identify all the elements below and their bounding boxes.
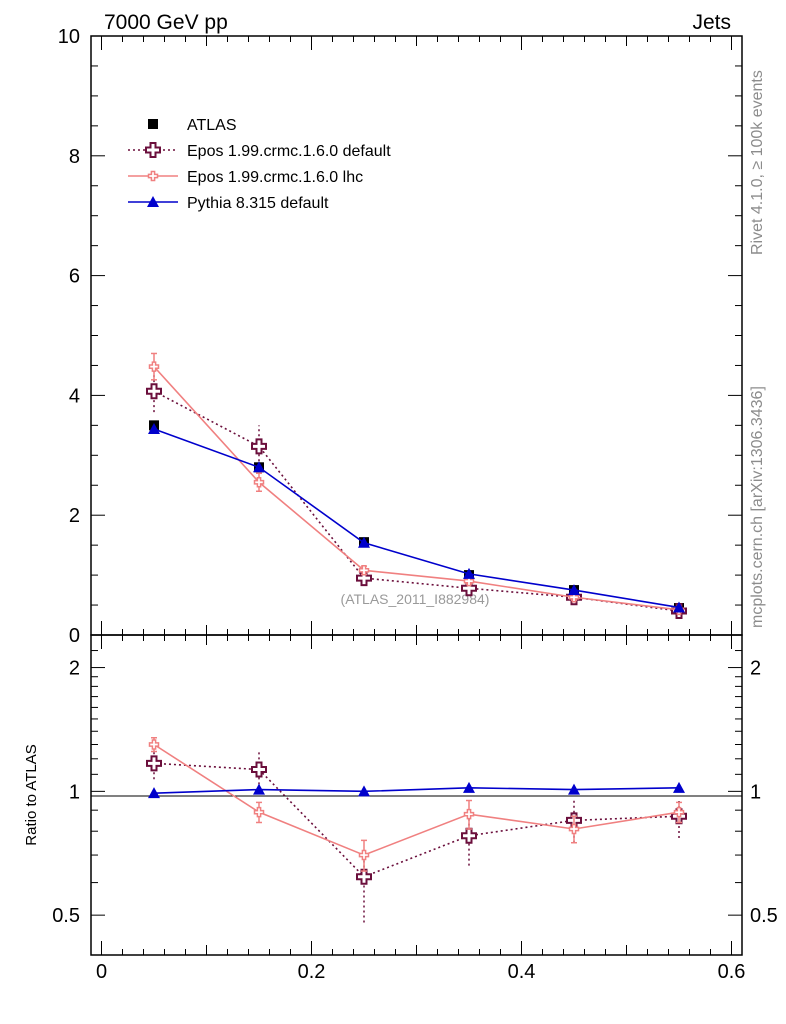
main-triangle-point xyxy=(673,601,685,613)
ratio-small-cross-line xyxy=(153,743,680,856)
ratio-small-cross-point xyxy=(463,808,475,820)
legend: ATLAS Epos 1.99.crmc.1.6.0 default Epos … xyxy=(128,117,391,212)
main-ytick-label: 4 xyxy=(69,385,80,407)
main-ytick-label: 8 xyxy=(69,146,80,168)
main-triangle-point xyxy=(463,567,475,579)
ratio-small-cross-point xyxy=(358,849,370,861)
legend-label-atlas: ATLAS xyxy=(187,117,237,134)
ratio-triangle-point xyxy=(463,781,475,793)
xtick-label: 0.6 xyxy=(718,961,746,983)
ratio-open-cross-point xyxy=(461,827,477,844)
main-small-cross-point xyxy=(148,361,160,372)
ratio-ylabel: Ratio to ATLAS xyxy=(23,744,40,845)
ratio-ytick-label-right: 2 xyxy=(750,658,761,680)
ratio-triangle-point xyxy=(253,783,265,795)
xtick-label: 0 xyxy=(96,961,107,983)
main-small-cross-point xyxy=(358,565,370,576)
ratio-ytick-label: 0.5 xyxy=(52,905,80,927)
header-left: 7000 GeV pp xyxy=(104,11,228,34)
main-small-cross-line xyxy=(153,366,680,611)
ratio-triangle-point xyxy=(568,783,580,795)
main-series xyxy=(146,352,687,620)
xtick-label: 0.4 xyxy=(508,961,536,983)
legend-marker xyxy=(148,119,158,129)
legend-label-pythia: Pythia 8.315 default xyxy=(187,195,329,212)
ratio-open-cross-point xyxy=(146,755,162,772)
main-triangle-point xyxy=(148,422,160,434)
axis-tick-labels: 0 2 4 6 8 10 0 0.2 0.4 0.6 0.5 0.5 1 1 2 2 xyxy=(52,26,778,983)
main-small-cross-point xyxy=(463,575,475,587)
ratio-triangle-point xyxy=(673,781,685,793)
main-open-cross-point xyxy=(146,383,162,400)
main-small-cross-point xyxy=(253,477,265,488)
ratio-triangle-point xyxy=(358,785,370,797)
ratio-open-cross-point xyxy=(356,868,372,885)
legend-marker xyxy=(147,196,159,207)
main-triangle-point xyxy=(253,461,265,473)
ratio-ytick-label: 2 xyxy=(69,658,80,680)
main-ytick-label: 10 xyxy=(58,26,80,48)
legend-marker xyxy=(145,142,161,158)
legend-markers xyxy=(128,119,178,207)
analysis-watermark: (ATLAS_2011_I882984) xyxy=(341,591,490,607)
legend-label-epos-default: Epos 1.99.crmc.1.6.0 default xyxy=(187,143,391,160)
main-triangle-point xyxy=(358,536,370,548)
ratio-ytick-label-right: 1 xyxy=(750,781,761,803)
ratio-ytick-label-right: 0.5 xyxy=(750,905,778,927)
ratio-panel-frame xyxy=(90,634,743,956)
ratio-open-cross-line xyxy=(153,762,680,878)
axis-ticks xyxy=(91,35,742,955)
ratio-small-cross-point xyxy=(148,739,160,750)
ratio-open-cross-point xyxy=(251,761,267,778)
ratio-triangle-point xyxy=(148,787,160,799)
main-open-cross-point xyxy=(251,438,267,455)
main-triangle-line xyxy=(153,428,680,609)
main-ytick-label: 0 xyxy=(69,625,80,647)
legend-label-epos-lhc: Epos 1.99.crmc.1.6.0 lhc xyxy=(187,169,363,186)
main-triangle-point xyxy=(568,584,580,596)
header-right: Jets xyxy=(692,11,731,34)
main-ytick-label: 2 xyxy=(69,505,80,527)
main-open-cross-point xyxy=(356,570,372,587)
main-open-cross-point xyxy=(461,580,477,597)
mcplots-label: mcplots.cern.ch [arXiv:1306.3436] xyxy=(749,386,766,628)
ratio-ytick-label: 1 xyxy=(69,781,80,803)
ratio-triangle-line xyxy=(153,787,680,794)
ratio-small-cross-point xyxy=(253,806,265,818)
main-open-cross-line xyxy=(153,390,680,612)
ratio-small-cross-point xyxy=(568,823,580,835)
ratio-small-cross-point xyxy=(673,806,685,818)
legend-marker xyxy=(147,170,159,182)
ratio-series xyxy=(146,737,687,923)
main-small-cross-point xyxy=(568,592,580,603)
xtick-label: 0.2 xyxy=(298,961,326,983)
rivet-label: Rivet 4.1.0, ≥ 100k events xyxy=(749,70,766,255)
main-ytick-label: 6 xyxy=(69,266,80,288)
